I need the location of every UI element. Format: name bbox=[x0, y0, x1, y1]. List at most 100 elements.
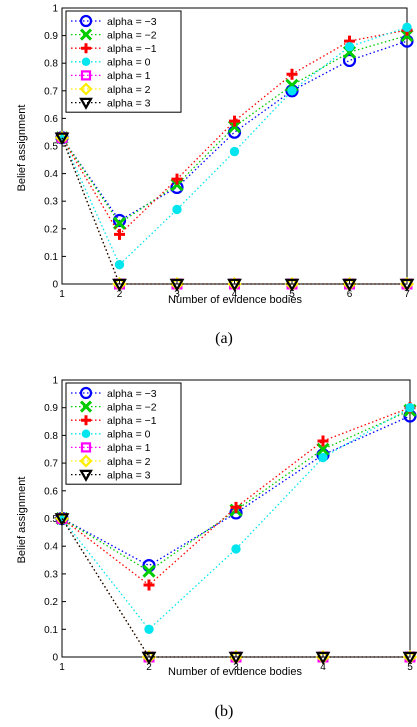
data-point bbox=[170, 178, 184, 192]
legend-item: alpha = −1 bbox=[71, 415, 157, 427]
y-tick-label: 0.4 bbox=[44, 169, 58, 180]
legend-label: alpha = −1 bbox=[107, 415, 157, 427]
data-point bbox=[112, 278, 127, 292]
data-point bbox=[230, 501, 242, 513]
data-point bbox=[54, 132, 70, 146]
series-7 bbox=[54, 132, 415, 292]
chart-a: 0 0.1 0.2 0.3 0.4 0.5 0.6 0.7 0.8 0.9 1 1 2 3 4 5 6 7 alph… bbox=[16, 4, 415, 347]
legend-item: alpha = 2 bbox=[71, 82, 151, 96]
y-tick-label: 0.9 bbox=[44, 31, 58, 42]
legend-label: alpha = 3 bbox=[107, 97, 151, 109]
x-tick-label: 6 bbox=[347, 289, 353, 300]
data-point bbox=[318, 452, 328, 463]
legend-label: alpha = −3 bbox=[107, 16, 157, 28]
data-point bbox=[317, 435, 329, 447]
legend-item: alpha = −2 bbox=[71, 400, 157, 413]
chart-a-caption: (a) bbox=[215, 330, 233, 347]
legend-label: alpha = −1 bbox=[107, 43, 157, 55]
y-tick-label: 0.6 bbox=[44, 486, 58, 497]
legend-marker bbox=[79, 82, 93, 96]
legend-label: alpha = 2 bbox=[107, 456, 151, 468]
x-tick-label: 2 bbox=[117, 289, 123, 300]
x-tick-label: 4 bbox=[320, 662, 326, 673]
y-tick-label: 0.9 bbox=[44, 403, 58, 414]
y-tick-label: 0.7 bbox=[44, 459, 58, 470]
legend-item: alpha = −2 bbox=[71, 28, 157, 41]
data-point bbox=[227, 120, 242, 134]
data-point bbox=[142, 564, 156, 578]
data-point bbox=[114, 260, 125, 270]
chart-b-y-axis-label: Belief assignment bbox=[16, 477, 28, 564]
data-point bbox=[399, 278, 415, 292]
y-tick-label: 0.4 bbox=[44, 542, 58, 553]
data-point bbox=[229, 115, 240, 127]
legend-marker bbox=[81, 57, 91, 67]
legend-marker bbox=[79, 28, 93, 41]
chart-b-x-axis-label: Number of evidence bodies bbox=[168, 666, 302, 678]
legend-marker bbox=[79, 454, 93, 468]
chart-b-caption: (b) bbox=[215, 703, 234, 720]
x-tick-label: 4 bbox=[232, 289, 238, 300]
chart-b: 0 0.1 0.2 0.3 0.4 0.5 0.6 0.7 0.8 0.9 1 1 2 3 4 5 alpha … bbox=[16, 376, 417, 720]
legend-label: alpha = −2 bbox=[107, 401, 157, 413]
y-tick-label: 0.2 bbox=[44, 224, 58, 235]
x-tick-label: 1 bbox=[59, 289, 65, 300]
legend-label: alpha = 0 bbox=[107, 57, 151, 69]
data-point bbox=[316, 442, 330, 456]
y-tick-label: 0.5 bbox=[44, 142, 58, 153]
legend-item: alpha = −1 bbox=[71, 43, 157, 55]
y-tick-label: 1 bbox=[52, 4, 58, 15]
legend-label: alpha = 2 bbox=[107, 84, 151, 96]
legend-label: alpha = −3 bbox=[107, 388, 157, 400]
y-tick-label: 0.3 bbox=[44, 197, 58, 208]
y-tick-label: 0.7 bbox=[44, 86, 58, 97]
x-tick-label: 7 bbox=[404, 289, 410, 300]
data-point bbox=[405, 403, 415, 413]
x-tick-label: 1 bbox=[59, 662, 65, 673]
legend-label: alpha = 0 bbox=[107, 429, 151, 441]
legend-marker bbox=[79, 386, 93, 400]
legend-marker bbox=[80, 70, 92, 81]
data-point bbox=[54, 513, 70, 527]
data-point bbox=[284, 278, 300, 292]
y-tick-label: 0.1 bbox=[44, 252, 58, 263]
series-line bbox=[61, 415, 411, 567]
data-point bbox=[402, 651, 417, 665]
y-tick-label: 0.2 bbox=[44, 597, 58, 608]
legend-label: alpha = 1 bbox=[107, 70, 151, 82]
series-line bbox=[61, 518, 410, 658]
series-7 bbox=[54, 513, 417, 665]
legend-marker bbox=[81, 429, 91, 439]
data-point bbox=[286, 68, 298, 80]
data-point bbox=[287, 86, 297, 96]
data-point bbox=[112, 213, 127, 228]
legend-label: alpha = −2 bbox=[107, 29, 157, 41]
y-tick-label: 0 bbox=[52, 280, 58, 291]
data-point bbox=[344, 41, 355, 52]
legend-marker bbox=[81, 43, 91, 54]
y-tick-label: 0.3 bbox=[44, 569, 58, 580]
data-point bbox=[172, 204, 182, 215]
legend-item: alpha = 0 bbox=[71, 429, 151, 441]
series-line bbox=[61, 137, 407, 285]
data-point bbox=[342, 278, 357, 292]
legend-item: alpha = 1 bbox=[71, 70, 151, 82]
y-tick-label: 1 bbox=[52, 376, 58, 387]
legend-marker bbox=[79, 469, 93, 482]
y-tick-label: 0.5 bbox=[44, 514, 58, 525]
legend-item: alpha = 3 bbox=[71, 469, 151, 482]
legend-marker bbox=[79, 14, 93, 28]
legend-label: alpha = 3 bbox=[107, 469, 151, 481]
legend-marker bbox=[80, 442, 92, 453]
y-tick-label: 0.6 bbox=[44, 114, 58, 125]
legend-marker bbox=[81, 415, 91, 426]
y-tick-label: 0.8 bbox=[44, 59, 58, 70]
data-point bbox=[229, 146, 240, 157]
chart-a-x-axis-label: Number of evidence bodies bbox=[168, 294, 302, 306]
legend-item: alpha = −3 bbox=[71, 386, 157, 400]
legend-marker bbox=[79, 400, 93, 413]
legend-label: alpha = 1 bbox=[107, 442, 151, 454]
data-point bbox=[315, 651, 331, 665]
